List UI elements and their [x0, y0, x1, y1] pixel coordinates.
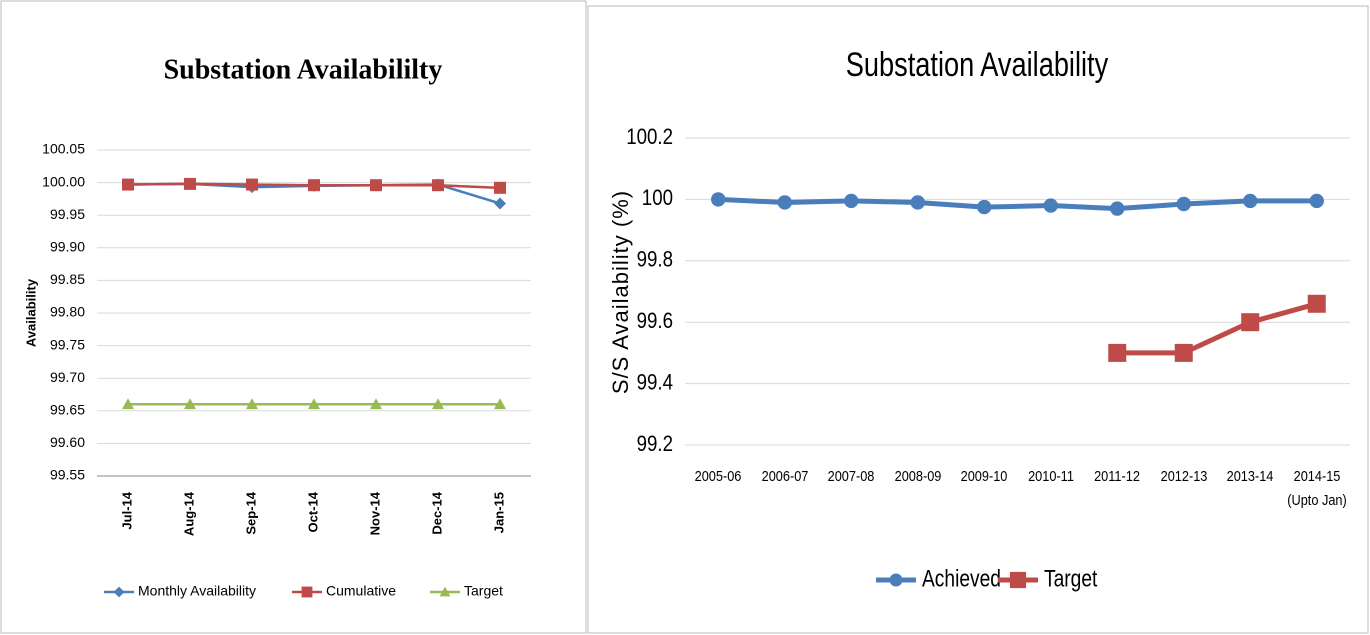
- y-tick-label: 99.6: [637, 310, 673, 334]
- x-tick-label: Dec-14: [429, 491, 444, 534]
- marker: [1307, 294, 1326, 313]
- x-tick-label: 2010-11: [1027, 468, 1074, 485]
- x-tick-label: 2009-10: [960, 468, 1008, 485]
- legend-label: Achieved: [922, 564, 1001, 592]
- chart-title: Substation Availabililty: [164, 54, 443, 85]
- y-tick-label: 99.55: [50, 467, 85, 483]
- panel-right: [587, 5, 1369, 634]
- marker: [1241, 313, 1260, 332]
- x-tick-label: Aug-14: [181, 491, 196, 536]
- y-tick-label: 99.90: [50, 239, 85, 255]
- x-tick-label: 2008-09: [894, 468, 942, 485]
- x-tick-label: Jul-14: [119, 491, 134, 529]
- x-tick-label-box: 2006-07: [761, 468, 809, 485]
- x-tick-label: Jan-15: [491, 492, 506, 533]
- y-tick-label: 99.85: [50, 271, 85, 287]
- marker: [711, 192, 726, 207]
- marker: [122, 398, 134, 410]
- legend-label: Cumulative: [326, 583, 396, 599]
- marker: [246, 178, 258, 191]
- y-tick-label: 99.2: [637, 432, 673, 456]
- marker: [494, 197, 506, 210]
- marker: [432, 398, 444, 410]
- y-tick-label: 100.00: [42, 173, 85, 189]
- marker: [308, 179, 320, 192]
- marker: [1176, 196, 1191, 212]
- y-tick-label: 99.60: [50, 434, 85, 450]
- x-tick-label: Oct-14: [305, 491, 320, 532]
- y-axis-label: S/S Availability (%): [608, 190, 633, 394]
- marker: [910, 195, 925, 210]
- y-tick-label: 100.2: [626, 125, 673, 149]
- x-tick-label: Sep-14: [243, 491, 258, 534]
- legend-label: Target: [464, 583, 503, 599]
- marker: [977, 199, 992, 215]
- chart-title: Substation Availability: [846, 45, 1109, 84]
- marker: [1009, 571, 1027, 589]
- y-tick-label: 99.80: [50, 304, 85, 320]
- x-tick-label-box: 2008-09: [894, 468, 942, 485]
- y-tick-label: 99.8: [637, 248, 673, 272]
- x-tick-label-box: 2012-13: [1160, 468, 1208, 485]
- y-tick-label: 99.65: [50, 402, 85, 418]
- x-tick-label-box: 2009-10: [960, 468, 1008, 485]
- marker: [494, 398, 506, 410]
- legend-label: Target: [1044, 564, 1097, 592]
- x-tick-label-box: 2007-08: [827, 468, 875, 485]
- marker: [122, 178, 134, 191]
- x-tick-label-box: 2011-12: [1094, 468, 1141, 485]
- x-tick-label: Nov-14: [367, 491, 382, 535]
- marker: [777, 195, 792, 210]
- marker: [370, 179, 382, 192]
- x-tick-label: 2011-12: [1094, 468, 1141, 485]
- marker: [246, 398, 258, 410]
- y-tick-label: 100: [642, 187, 673, 211]
- marker: [494, 181, 506, 194]
- marker: [301, 586, 313, 598]
- y-axis-label: Availability: [23, 278, 38, 347]
- x-tick-label: 2007-08: [827, 468, 875, 485]
- x-tick-label-box: 2014-15 (Upto Jan): [1286, 468, 1347, 509]
- marker: [308, 398, 320, 410]
- marker: [844, 193, 859, 209]
- marker: [370, 398, 382, 410]
- marker: [1174, 343, 1193, 362]
- y-tick-label: 99.95: [50, 206, 85, 222]
- series-line: [718, 196, 1317, 212]
- x-tick-label: 2012-13: [1160, 468, 1208, 485]
- y-tick-label: 99.70: [50, 369, 85, 385]
- marker: [1108, 343, 1127, 362]
- legend-label: Monthly Availability: [138, 583, 256, 599]
- marker: [1043, 198, 1058, 213]
- marker: [1243, 193, 1258, 209]
- panel-left: [0, 0, 587, 634]
- y-tick-label: 100.05: [42, 141, 85, 157]
- marker: [1110, 201, 1125, 216]
- x-tick-label: 2013-14: [1226, 468, 1274, 485]
- x-tick-label-box: 2013-14: [1226, 468, 1274, 485]
- x-tick-label-box: 2005-06: [694, 468, 742, 485]
- series-line: [1117, 301, 1318, 356]
- x-tick-label-box: 2010-11: [1027, 468, 1074, 485]
- y-tick-label: 99.75: [50, 336, 85, 352]
- y-tick-label: 99.4: [637, 371, 673, 395]
- marker: [432, 179, 444, 192]
- marker: [113, 586, 125, 598]
- x-tick-label: 2014-15 (Upto Jan): [1286, 468, 1347, 509]
- x-tick-label: 2005-06: [694, 468, 742, 485]
- marker: [184, 177, 196, 190]
- marker: [184, 398, 196, 410]
- marker: [439, 586, 451, 597]
- marker: [889, 573, 903, 587]
- marker: [1309, 193, 1324, 209]
- x-tick-label: 2006-07: [761, 468, 809, 485]
